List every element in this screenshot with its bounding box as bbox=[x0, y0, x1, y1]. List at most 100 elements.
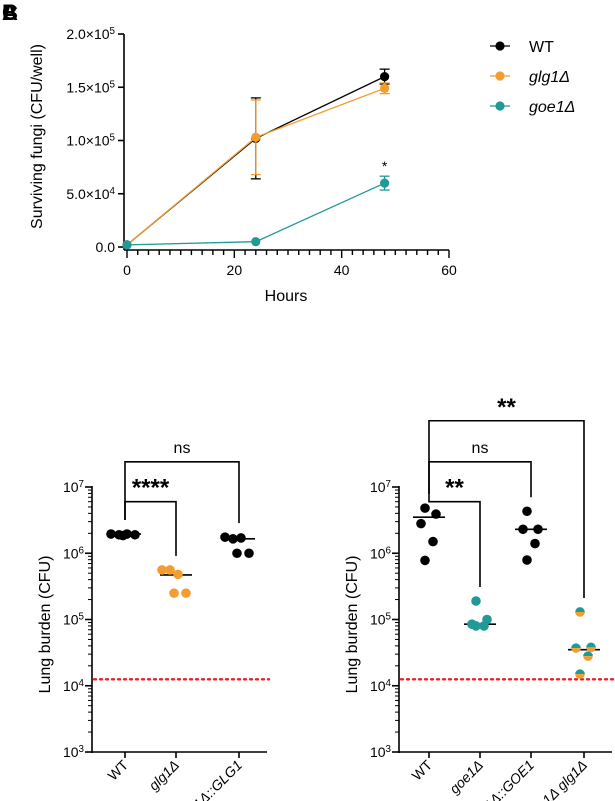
data-point bbox=[173, 569, 183, 580]
data-point-top-half bbox=[583, 651, 593, 657]
panel-label-a: A bbox=[2, 0, 18, 25]
y-tick-label: 2.0×105 bbox=[66, 26, 115, 42]
x-tick-label: 60 bbox=[441, 262, 457, 278]
legend-marker bbox=[495, 101, 505, 111]
significance-label: ** bbox=[497, 394, 516, 421]
data-point bbox=[232, 548, 242, 559]
data-point-top-half bbox=[575, 607, 585, 612]
data-point bbox=[220, 532, 230, 542]
comparison-bracket bbox=[428, 494, 481, 588]
data-point bbox=[181, 588, 191, 598]
y-tick-label-base: 10 bbox=[63, 678, 79, 694]
significance-marker: * bbox=[382, 158, 388, 174]
panel-label-b: B bbox=[2, 0, 18, 25]
data-point-bottom-half bbox=[571, 648, 581, 653]
comparison-bracket bbox=[428, 419, 585, 598]
y-tick-label: 104 bbox=[370, 678, 392, 694]
data-point bbox=[106, 529, 116, 539]
y-tick-label-base: 10 bbox=[370, 612, 386, 628]
y-tick-label: 106 bbox=[370, 545, 392, 561]
y-axis-title: Surviving fungi (CFU/well) bbox=[29, 44, 46, 229]
data-point bbox=[169, 588, 179, 598]
x-tick-label: glg1Δ::GLG1 bbox=[177, 757, 246, 801]
data-point bbox=[380, 72, 390, 82]
y-tick-label: 0.0 bbox=[96, 239, 116, 255]
data-point-bottom-half bbox=[575, 674, 585, 679]
data-point-top-half bbox=[575, 669, 585, 675]
comparison-bracket bbox=[124, 500, 177, 556]
data-point bbox=[471, 621, 481, 631]
y-tick-label-exp: 5 bbox=[386, 612, 392, 623]
y-tick-label-exp: 6 bbox=[386, 545, 392, 556]
data-point bbox=[380, 178, 390, 188]
significance-label: ns bbox=[174, 440, 191, 457]
data-point bbox=[122, 240, 132, 250]
significance-label: ns bbox=[472, 440, 489, 457]
x-tick-label: 40 bbox=[334, 262, 350, 278]
data-point bbox=[428, 536, 438, 547]
y-axis-title: Lung burden (CFU) bbox=[37, 556, 54, 694]
y-tick-label-exp: 7 bbox=[386, 479, 391, 490]
y-tick-label-base: 1.0×10 bbox=[66, 133, 109, 149]
x-tick-label: goe1Δ bbox=[446, 757, 486, 797]
y-tick-label-exp: 5 bbox=[110, 133, 116, 144]
series-line-2 bbox=[126, 182, 385, 246]
y-tick-label-base: 10 bbox=[63, 612, 79, 628]
data-point bbox=[416, 518, 426, 529]
x-tick-label: glg1Δ bbox=[145, 757, 182, 794]
panel-label-c: C bbox=[2, 0, 18, 25]
data-point bbox=[518, 524, 528, 535]
legend-label: WT bbox=[529, 39, 554, 56]
data-point bbox=[533, 524, 543, 535]
data-point bbox=[118, 530, 128, 541]
y-tick-label-base: 0.0 bbox=[96, 239, 116, 255]
significance-label: ** bbox=[445, 475, 464, 502]
data-point bbox=[522, 506, 532, 517]
x-tick-label: 0 bbox=[123, 262, 131, 278]
y-tick-label: 107 bbox=[370, 479, 391, 495]
data-point bbox=[236, 533, 246, 543]
y-tick-label-base: 10 bbox=[370, 744, 386, 760]
x-tick-label: WT bbox=[104, 756, 131, 783]
legend-marker bbox=[495, 41, 505, 51]
x-tick-label: WT bbox=[408, 756, 435, 783]
y-tick-label-base: 5.0×10 bbox=[66, 186, 109, 202]
data-point bbox=[165, 565, 175, 575]
data-point-top-half bbox=[586, 642, 596, 648]
y-tick-label: 107 bbox=[63, 479, 84, 495]
y-tick-label-exp: 5 bbox=[110, 26, 116, 37]
y-tick-label-base: 10 bbox=[370, 479, 386, 495]
data-point bbox=[251, 237, 261, 247]
y-tick-label: 1.5×105 bbox=[66, 79, 115, 95]
y-tick-label-exp: 3 bbox=[386, 744, 392, 755]
data-point bbox=[244, 548, 254, 559]
data-point-top-half bbox=[571, 643, 581, 649]
y-tick-label: 105 bbox=[370, 612, 392, 628]
y-tick-label-exp: 5 bbox=[110, 79, 116, 90]
y-tick-label-exp: 3 bbox=[79, 744, 85, 755]
y-tick-label-base: 10 bbox=[370, 678, 386, 694]
y-tick-label-exp: 4 bbox=[79, 678, 85, 689]
data-point bbox=[130, 529, 140, 540]
x-tick-label: goe1Δ glg1Δ bbox=[522, 757, 590, 801]
data-point-bottom-half bbox=[586, 647, 596, 653]
y-tick-label-base: 10 bbox=[63, 744, 79, 760]
y-tick-label: 103 bbox=[63, 744, 85, 760]
x-axis-title: Hours bbox=[265, 288, 308, 305]
data-point bbox=[522, 555, 532, 565]
y-axis-title: Lung burden (CFU) bbox=[344, 556, 361, 694]
legend-label: glg1Δ bbox=[529, 69, 570, 86]
y-tick-label-base: 1.5×10 bbox=[66, 79, 109, 95]
data-point bbox=[157, 565, 167, 575]
data-point bbox=[479, 621, 489, 631]
y-tick-label-base: 10 bbox=[63, 479, 79, 495]
y-tick-label-exp: 6 bbox=[79, 545, 85, 556]
data-point bbox=[380, 83, 390, 93]
data-point bbox=[251, 132, 261, 142]
legend-marker bbox=[495, 71, 505, 81]
data-point bbox=[530, 538, 540, 549]
